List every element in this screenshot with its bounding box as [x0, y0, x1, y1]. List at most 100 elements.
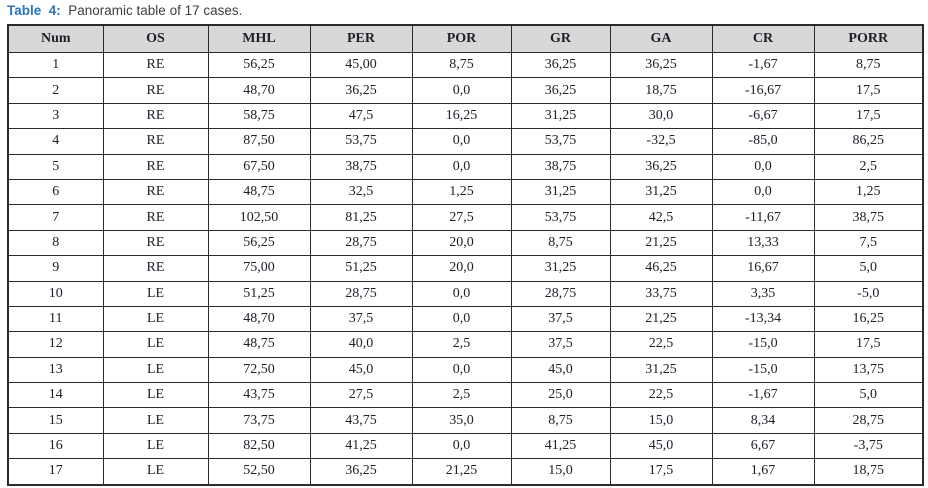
case-number-cell: 2 — [7, 77, 104, 104]
table-cell: 53,75 — [309, 128, 413, 155]
table-cell: 0,0 — [411, 77, 512, 104]
case-number-cell: 12 — [7, 331, 104, 358]
case-number-cell: 8 — [7, 229, 104, 257]
table-cell: 13,75 — [813, 356, 924, 384]
table-cell: LE — [102, 407, 209, 434]
table-cell: 8,75 — [510, 407, 611, 434]
table-cell: LE — [102, 458, 209, 486]
table-cell: 31,25 — [510, 255, 611, 282]
table-cell: 22,5 — [609, 331, 713, 358]
table-cell: 48,75 — [207, 331, 311, 358]
table-cell: 31,25 — [609, 178, 713, 206]
table-cell: 46,25 — [609, 255, 713, 282]
table-cell: -15,0 — [711, 331, 815, 358]
table-cell: 21,25 — [609, 229, 713, 257]
case-number-cell: 5 — [7, 153, 104, 180]
column-header-porr: PORR — [813, 24, 924, 53]
table-cell: 2,5 — [411, 382, 512, 409]
table-cell: 82,50 — [207, 432, 311, 460]
table-row: 3 RE 58,75 47,5 16,25 31,25 30,0 -6,67 17,5 — [7, 102, 924, 130]
case-number-cell: 14 — [7, 382, 104, 409]
table-cell: -1,67 — [711, 382, 815, 409]
table-cell: 21,25 — [411, 458, 512, 486]
table-cell: RE — [102, 51, 209, 79]
table-cell: RE — [102, 102, 209, 130]
table-row: 1 RE 56,25 45,00 8,75 36,25 36,25 -1,67 8,75 — [7, 51, 924, 79]
table-cell: -15,0 — [711, 356, 815, 384]
header-row: Num OS MHL PER POR GR GA CR PORR — [7, 24, 924, 53]
table-cell: 25,0 — [510, 382, 611, 409]
table-cell: 0,0 — [411, 280, 512, 307]
table-cell: 7,5 — [813, 229, 924, 257]
table-cell: 2,5 — [411, 331, 512, 358]
table-cell: -6,67 — [711, 102, 815, 130]
table-cell: 53,75 — [510, 204, 611, 231]
table-cell: 17,5 — [813, 331, 924, 358]
table-cell: 8,75 — [813, 51, 924, 79]
table-cell: 47,5 — [309, 102, 413, 130]
case-number-cell: 4 — [7, 128, 104, 155]
table-cell: 58,75 — [207, 102, 311, 130]
table-cell: 31,25 — [609, 356, 713, 384]
table-cell: RE — [102, 229, 209, 257]
table-cell: RE — [102, 153, 209, 180]
case-number-cell: 6 — [7, 178, 104, 206]
table-cell: -11,67 — [711, 204, 815, 231]
table-row: 7 RE 102,50 81,25 27,5 53,75 42,5 -11,67 38,75 — [7, 204, 924, 231]
column-header-per: PER — [309, 24, 413, 53]
table-row: 10 LE 51,25 28,75 0,0 28,75 33,75 3,35 -5,0 — [7, 280, 924, 307]
table-cell: 45,0 — [609, 432, 713, 460]
table-cell: 20,0 — [411, 255, 512, 282]
table-cell: 36,25 — [510, 51, 611, 79]
table-cell: 48,70 — [207, 77, 311, 104]
table-cell: 28,75 — [510, 280, 611, 307]
table-cell: 27,5 — [411, 204, 512, 231]
table-cell: 42,5 — [609, 204, 713, 231]
table-row: 13 LE 72,50 45,0 0,0 45,0 31,25 -15,0 13,75 — [7, 356, 924, 384]
table-cell: 102,50 — [207, 204, 311, 231]
table-cell: 36,25 — [309, 458, 413, 486]
table-row: 14 LE 43,75 27,5 2,5 25,0 22,5 -1,67 5,0 — [7, 382, 924, 409]
table-cell: 2,5 — [813, 153, 924, 180]
table-cell: 53,75 — [510, 128, 611, 155]
table-cell: 45,00 — [309, 51, 413, 79]
table-cell: 13,33 — [711, 229, 815, 257]
table-cell: 38,75 — [813, 204, 924, 231]
column-header-num: Num — [7, 24, 104, 53]
table-cell: 31,25 — [510, 178, 611, 206]
table-cell: 33,75 — [609, 280, 713, 307]
table-cell: -32,5 — [609, 128, 713, 155]
table-cell: 56,25 — [207, 229, 311, 257]
case-number-cell: 1 — [7, 51, 104, 79]
table-cell: 28,75 — [813, 407, 924, 434]
table-cell: LE — [102, 305, 209, 333]
table-cell: 37,5 — [510, 331, 611, 358]
table-cell: 36,25 — [510, 77, 611, 104]
column-header-cr: CR — [711, 24, 815, 53]
case-number-cell: 9 — [7, 255, 104, 282]
table-cell: 28,75 — [309, 229, 413, 257]
column-header-por: POR — [411, 24, 512, 53]
table-cell: 43,75 — [207, 382, 311, 409]
table-cell: 17,5 — [813, 102, 924, 130]
table-row: 15 LE 73,75 43,75 35,0 8,75 15,0 8,34 28,75 — [7, 407, 924, 434]
table-caption-text: Panoramic table of 17 cases. — [60, 3, 243, 18]
case-number-cell: 11 — [7, 305, 104, 333]
table-cell: LE — [102, 331, 209, 358]
table-row: 12 LE 48,75 40,0 2,5 37,5 22,5 -15,0 17,5 — [7, 331, 924, 358]
table-cell: RE — [102, 204, 209, 231]
table-cell: 38,75 — [510, 153, 611, 180]
table-cell: 75,00 — [207, 255, 311, 282]
table-cell: 28,75 — [309, 280, 413, 307]
table-cell: 0,0 — [411, 356, 512, 384]
table-row: 4 RE 87,50 53,75 0,0 53,75 -32,5 -85,0 86,25 — [7, 128, 924, 155]
table-cell: 0,0 — [711, 153, 815, 180]
table-cell: 0,0 — [411, 432, 512, 460]
table-cell: -3,75 — [813, 432, 924, 460]
table-cell: 52,50 — [207, 458, 311, 486]
table-cell: 73,75 — [207, 407, 311, 434]
case-number-cell: 3 — [7, 102, 104, 130]
table-cell: 21,25 — [609, 305, 713, 333]
table-cell: 72,50 — [207, 356, 311, 384]
table-cell: 45,0 — [510, 356, 611, 384]
